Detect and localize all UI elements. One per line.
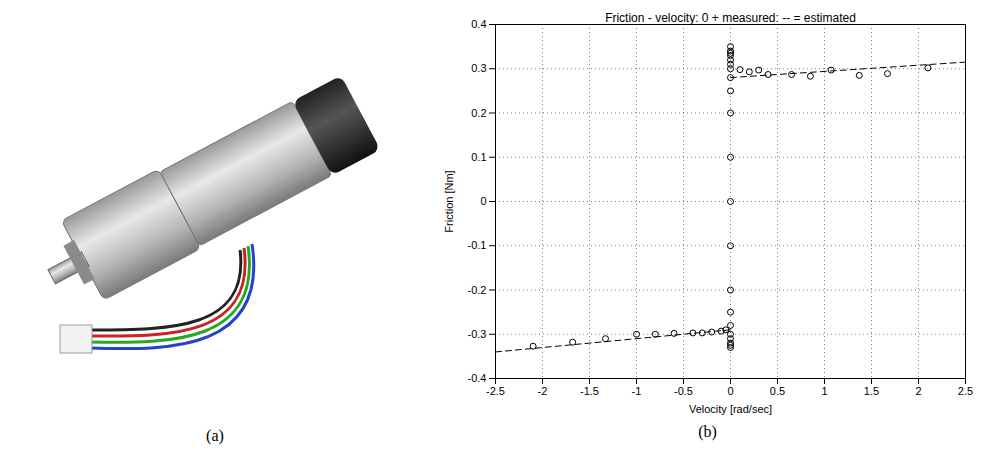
svg-text:-0.2: -0.2	[467, 284, 486, 296]
svg-text:2: 2	[915, 385, 921, 397]
svg-text:1.5: 1.5	[863, 385, 878, 397]
svg-text:0: 0	[727, 385, 733, 397]
svg-text:0: 0	[480, 195, 486, 207]
svg-text:0.1: 0.1	[471, 151, 486, 163]
svg-text:-0.5: -0.5	[674, 385, 693, 397]
svg-text:0.5: 0.5	[769, 385, 784, 397]
svg-text:Velocity [rad/sec]: Velocity [rad/sec]	[688, 403, 771, 415]
svg-text:-2.5: -2.5	[486, 385, 505, 397]
svg-text:-0.4: -0.4	[467, 372, 486, 384]
svg-text:0.3: 0.3	[471, 62, 486, 74]
svg-text:-1: -1	[631, 385, 641, 397]
svg-text:1: 1	[821, 385, 827, 397]
svg-text:-1.5: -1.5	[580, 385, 599, 397]
svg-text:0.2: 0.2	[471, 107, 486, 119]
html-text:(a): (a)	[206, 427, 224, 444]
html-text:(b): (b)	[698, 423, 717, 440]
svg-text:-0.3: -0.3	[467, 328, 486, 340]
svg-text:Friction [Nm]: Friction [Nm]	[443, 170, 455, 232]
svg-text:-0.1: -0.1	[467, 239, 486, 251]
svg-text:Friction - velocity: 0 + measu: Friction - velocity: 0 + measured: -- = …	[605, 11, 856, 25]
svg-text:-2: -2	[537, 385, 547, 397]
svg-text:2.5: 2.5	[957, 385, 972, 397]
svg-text:0.4: 0.4	[471, 18, 486, 30]
